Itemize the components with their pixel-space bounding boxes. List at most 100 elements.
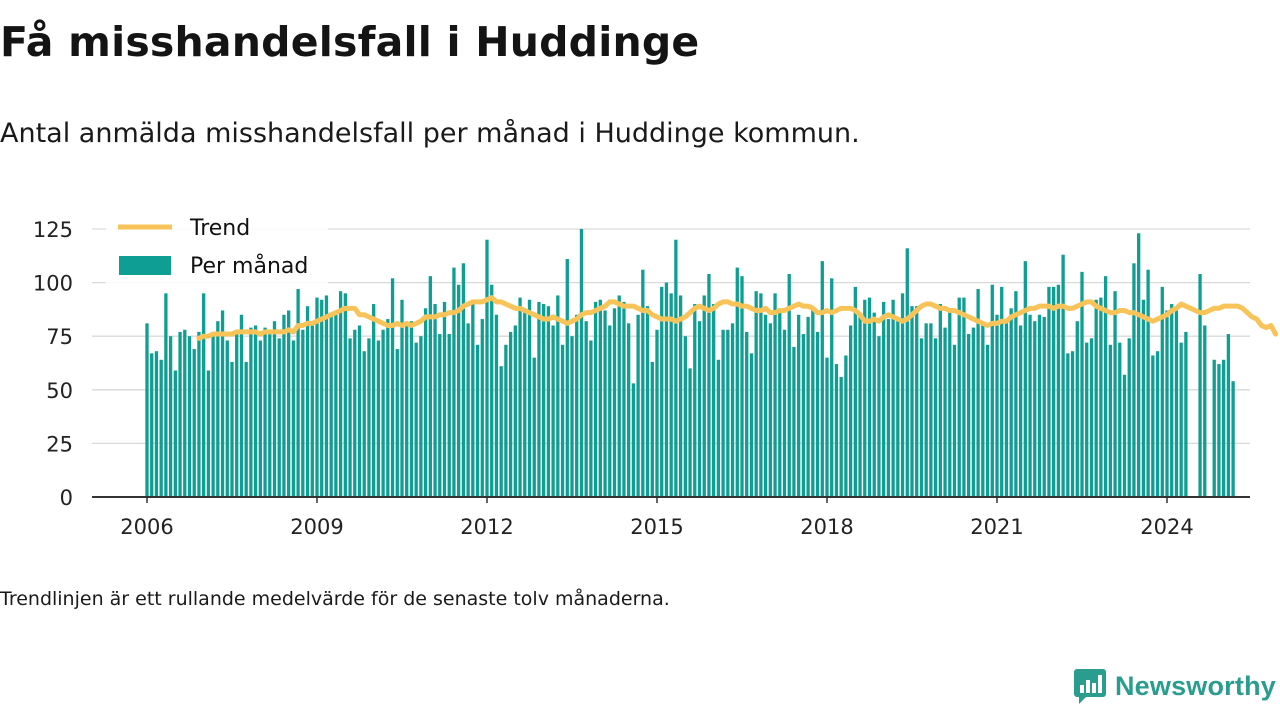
bar — [589, 340, 593, 497]
y-tick-label: 25 — [46, 432, 73, 456]
bar — [1132, 263, 1136, 497]
bar — [1118, 342, 1122, 497]
bar — [1000, 286, 1004, 497]
bar — [678, 295, 683, 497]
bar — [915, 306, 919, 497]
bar — [461, 263, 466, 497]
bar — [164, 293, 168, 497]
bar — [329, 312, 333, 497]
chart-subtitle: Antal anmälda misshandelsfall per månad … — [0, 118, 860, 149]
bar — [929, 323, 933, 497]
bar — [343, 293, 347, 497]
bar — [291, 340, 296, 497]
bar — [660, 286, 664, 497]
bar — [1122, 374, 1127, 497]
legend-label: Trend — [189, 216, 250, 241]
bar — [1047, 286, 1051, 497]
bar — [268, 331, 272, 497]
bar — [579, 229, 584, 497]
bar — [480, 319, 484, 497]
x-tick-label: 2006 — [120, 515, 173, 539]
bar — [542, 304, 546, 497]
bar — [353, 329, 357, 497]
bar — [220, 310, 225, 497]
bar — [556, 295, 560, 497]
bar — [834, 364, 839, 497]
bar — [258, 340, 262, 497]
bar — [438, 334, 442, 497]
bar — [362, 351, 366, 497]
bar — [442, 301, 447, 497]
bar — [938, 304, 942, 497]
bar — [1066, 353, 1070, 497]
bar — [1146, 269, 1150, 497]
bar — [1018, 325, 1023, 497]
bar — [1155, 351, 1160, 497]
bar — [206, 370, 211, 497]
bar — [636, 314, 640, 497]
bar — [848, 325, 853, 497]
y-tick-label: 50 — [46, 379, 73, 403]
bar — [244, 361, 248, 497]
bar — [381, 329, 385, 497]
bar — [1179, 342, 1183, 497]
bar — [933, 338, 938, 497]
bar — [1080, 271, 1084, 497]
bar — [475, 344, 480, 497]
bar — [532, 357, 536, 497]
bar — [811, 310, 815, 497]
bar — [551, 325, 555, 497]
bar — [891, 299, 895, 497]
bar — [168, 336, 173, 497]
bar — [967, 334, 971, 497]
bar — [971, 327, 976, 497]
bar — [287, 310, 291, 497]
bar — [187, 336, 192, 497]
bar — [730, 323, 735, 497]
bar — [433, 304, 437, 497]
bar — [508, 331, 513, 497]
bar — [282, 314, 286, 497]
bar — [693, 304, 697, 497]
bar — [471, 304, 475, 497]
bar — [749, 353, 754, 497]
bar — [1198, 274, 1202, 497]
bar — [1231, 381, 1235, 497]
chart-title: Få misshandelsfall i Huddinge — [0, 18, 700, 66]
bar — [405, 323, 409, 497]
newsworthy-logo-icon — [1073, 669, 1106, 704]
bar — [1028, 314, 1032, 497]
bar — [490, 284, 494, 497]
x-tick-label: 2015 — [630, 515, 683, 539]
bar — [159, 359, 163, 497]
bar — [324, 295, 329, 497]
bar — [249, 327, 253, 497]
bar — [759, 293, 763, 497]
bar — [735, 267, 739, 497]
bar — [716, 359, 721, 497]
bar — [603, 310, 607, 497]
bar — [905, 248, 909, 497]
legend: Trend Per månad — [106, 210, 328, 284]
bar — [546, 306, 551, 497]
bar — [882, 301, 886, 497]
bar — [627, 323, 631, 497]
bar — [844, 355, 848, 497]
bar — [457, 284, 461, 497]
bar — [239, 314, 244, 497]
bar — [1127, 338, 1131, 497]
bar — [527, 299, 532, 497]
bar — [560, 344, 565, 497]
bar — [669, 293, 673, 497]
bar — [452, 267, 456, 497]
bar — [400, 299, 404, 497]
bar — [962, 297, 966, 497]
trend-line-group — [196, 295, 1279, 341]
bar — [683, 336, 687, 497]
bar — [263, 327, 267, 497]
bar — [863, 299, 867, 497]
bar — [338, 291, 343, 497]
bar — [414, 342, 418, 497]
bar — [976, 289, 980, 497]
bar — [372, 304, 376, 497]
